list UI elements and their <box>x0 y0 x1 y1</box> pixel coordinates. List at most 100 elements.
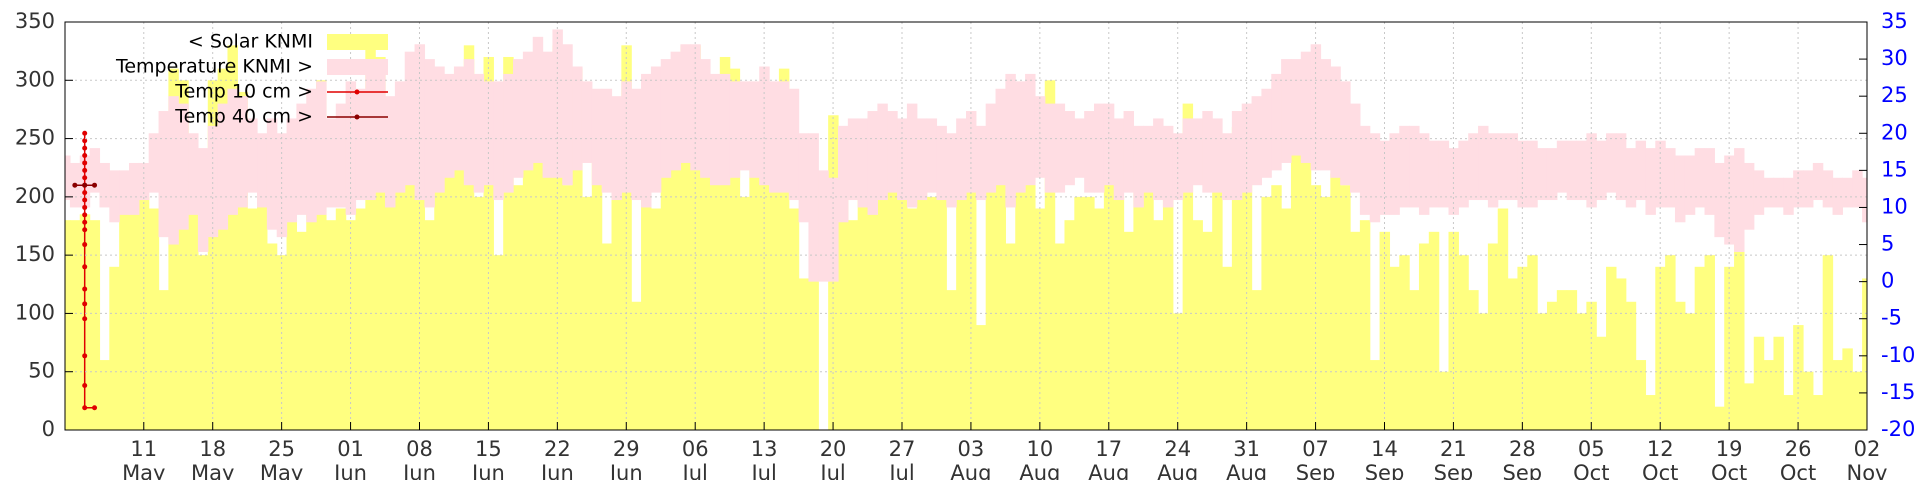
solar-bar <box>906 208 918 430</box>
x-tick-label: 22 Jun <box>539 437 574 480</box>
temperature-band <box>217 103 229 230</box>
temperature-band <box>1724 155 1735 245</box>
solar-bar <box>227 45 238 430</box>
x-tick-label: 07 Sep <box>1296 437 1336 480</box>
y-tick-label: 100 <box>15 300 55 324</box>
solar-bar <box>1113 196 1125 430</box>
temperature-band <box>463 59 475 186</box>
temperature-band <box>1340 81 1351 186</box>
temp-point <box>82 190 88 196</box>
temperature-band <box>1389 133 1400 215</box>
temperature-band <box>1635 140 1647 201</box>
solar-bar <box>1546 301 1558 430</box>
temperature-band <box>1586 133 1597 208</box>
solar-bar <box>739 196 750 430</box>
temperature-band <box>522 51 534 171</box>
temperature-band <box>1566 140 1578 201</box>
temperature-band <box>434 66 445 193</box>
solar-bar <box>1645 395 1656 430</box>
solar-bar <box>1369 360 1381 430</box>
x-tick-label: 20 Jul <box>818 437 846 480</box>
solar-bar <box>1832 360 1843 430</box>
temperature-band <box>650 66 662 193</box>
solar-bar <box>946 290 957 430</box>
temp-point <box>92 182 98 188</box>
solar-bar <box>119 208 130 430</box>
solar-bar <box>1852 371 1863 430</box>
temperature-band <box>1625 148 1637 208</box>
solar-bar <box>424 220 435 430</box>
solar-bar <box>197 255 209 430</box>
x-tick-label: 13 Jul <box>749 437 777 480</box>
temperature-band <box>778 81 790 193</box>
y-tick-label: 300 <box>15 67 55 91</box>
solar-bar <box>1162 185 1174 430</box>
solar-bar <box>1468 290 1479 430</box>
solar-bar <box>1635 360 1647 430</box>
legend-swatch <box>327 34 388 50</box>
temperature-band <box>621 81 632 193</box>
temperature-band <box>1517 140 1528 208</box>
temperature-band <box>749 81 760 178</box>
solar-bar <box>345 220 357 430</box>
solar-bar <box>1704 255 1715 430</box>
temperature-band <box>1399 125 1410 208</box>
temperature-band <box>1763 177 1775 208</box>
solar-bar <box>217 68 229 430</box>
solar-bar <box>1625 301 1637 430</box>
temperature-band <box>385 96 396 208</box>
x-tick-label: 12 Oct <box>1642 437 1678 480</box>
solar-bar <box>493 255 504 430</box>
temperature-band <box>719 73 731 186</box>
solar-bar <box>985 173 997 430</box>
temperature-band <box>769 81 780 193</box>
temperature-band <box>1222 133 1233 201</box>
y2-tick-label: 10 <box>1881 194 1908 218</box>
y2-tick-label: -15 <box>1881 380 1915 404</box>
temperature-band <box>1546 148 1558 201</box>
solar-bar <box>1094 208 1105 430</box>
solar-bar <box>719 56 731 430</box>
solar-bar <box>1763 360 1775 430</box>
temperature-band <box>946 133 957 208</box>
temperature-band <box>1655 140 1666 208</box>
temperature-band <box>453 66 465 171</box>
solar-bar <box>453 68 465 430</box>
solar-bar <box>837 126 849 430</box>
solar-bar <box>1005 243 1016 430</box>
temp-point <box>82 212 88 218</box>
solar-bar <box>1290 150 1302 430</box>
temperature-band <box>1094 103 1105 193</box>
y-tick-label: 50 <box>28 359 55 383</box>
temperature-band <box>581 81 593 163</box>
temp-point <box>82 130 88 136</box>
solar-bar <box>1556 290 1568 430</box>
temperature-band <box>1438 140 1450 208</box>
temperature-band <box>493 81 504 201</box>
temperature-band <box>1842 177 1853 208</box>
y2-tick-label: 25 <box>1881 83 1908 107</box>
solar-bar <box>1103 138 1115 430</box>
temperature-band <box>926 118 938 193</box>
temperature-band <box>1409 125 1420 208</box>
temperature-band <box>513 59 524 178</box>
temperature-band <box>1074 118 1085 178</box>
temperature-band <box>1862 177 1867 223</box>
temperature-band <box>867 111 878 215</box>
temp-point <box>82 219 88 225</box>
solar-bar <box>444 150 455 430</box>
temperature-band <box>1005 73 1016 208</box>
x-tick-label: 19 Oct <box>1711 437 1747 480</box>
temperature-band <box>1714 162 1725 238</box>
temperature-band <box>1103 103 1115 186</box>
temperature-band <box>1290 59 1302 156</box>
temperature-band <box>1606 133 1617 193</box>
solar-bar <box>1773 336 1784 430</box>
solar-bar <box>1438 371 1450 430</box>
x-tick-label: 28 Sep <box>1503 437 1543 480</box>
solar-bar <box>1418 243 1430 430</box>
y2-tick-label: 5 <box>1881 232 1894 256</box>
temperature-band <box>966 111 977 193</box>
temperature-band <box>1684 155 1696 215</box>
solar-bar <box>591 161 603 430</box>
